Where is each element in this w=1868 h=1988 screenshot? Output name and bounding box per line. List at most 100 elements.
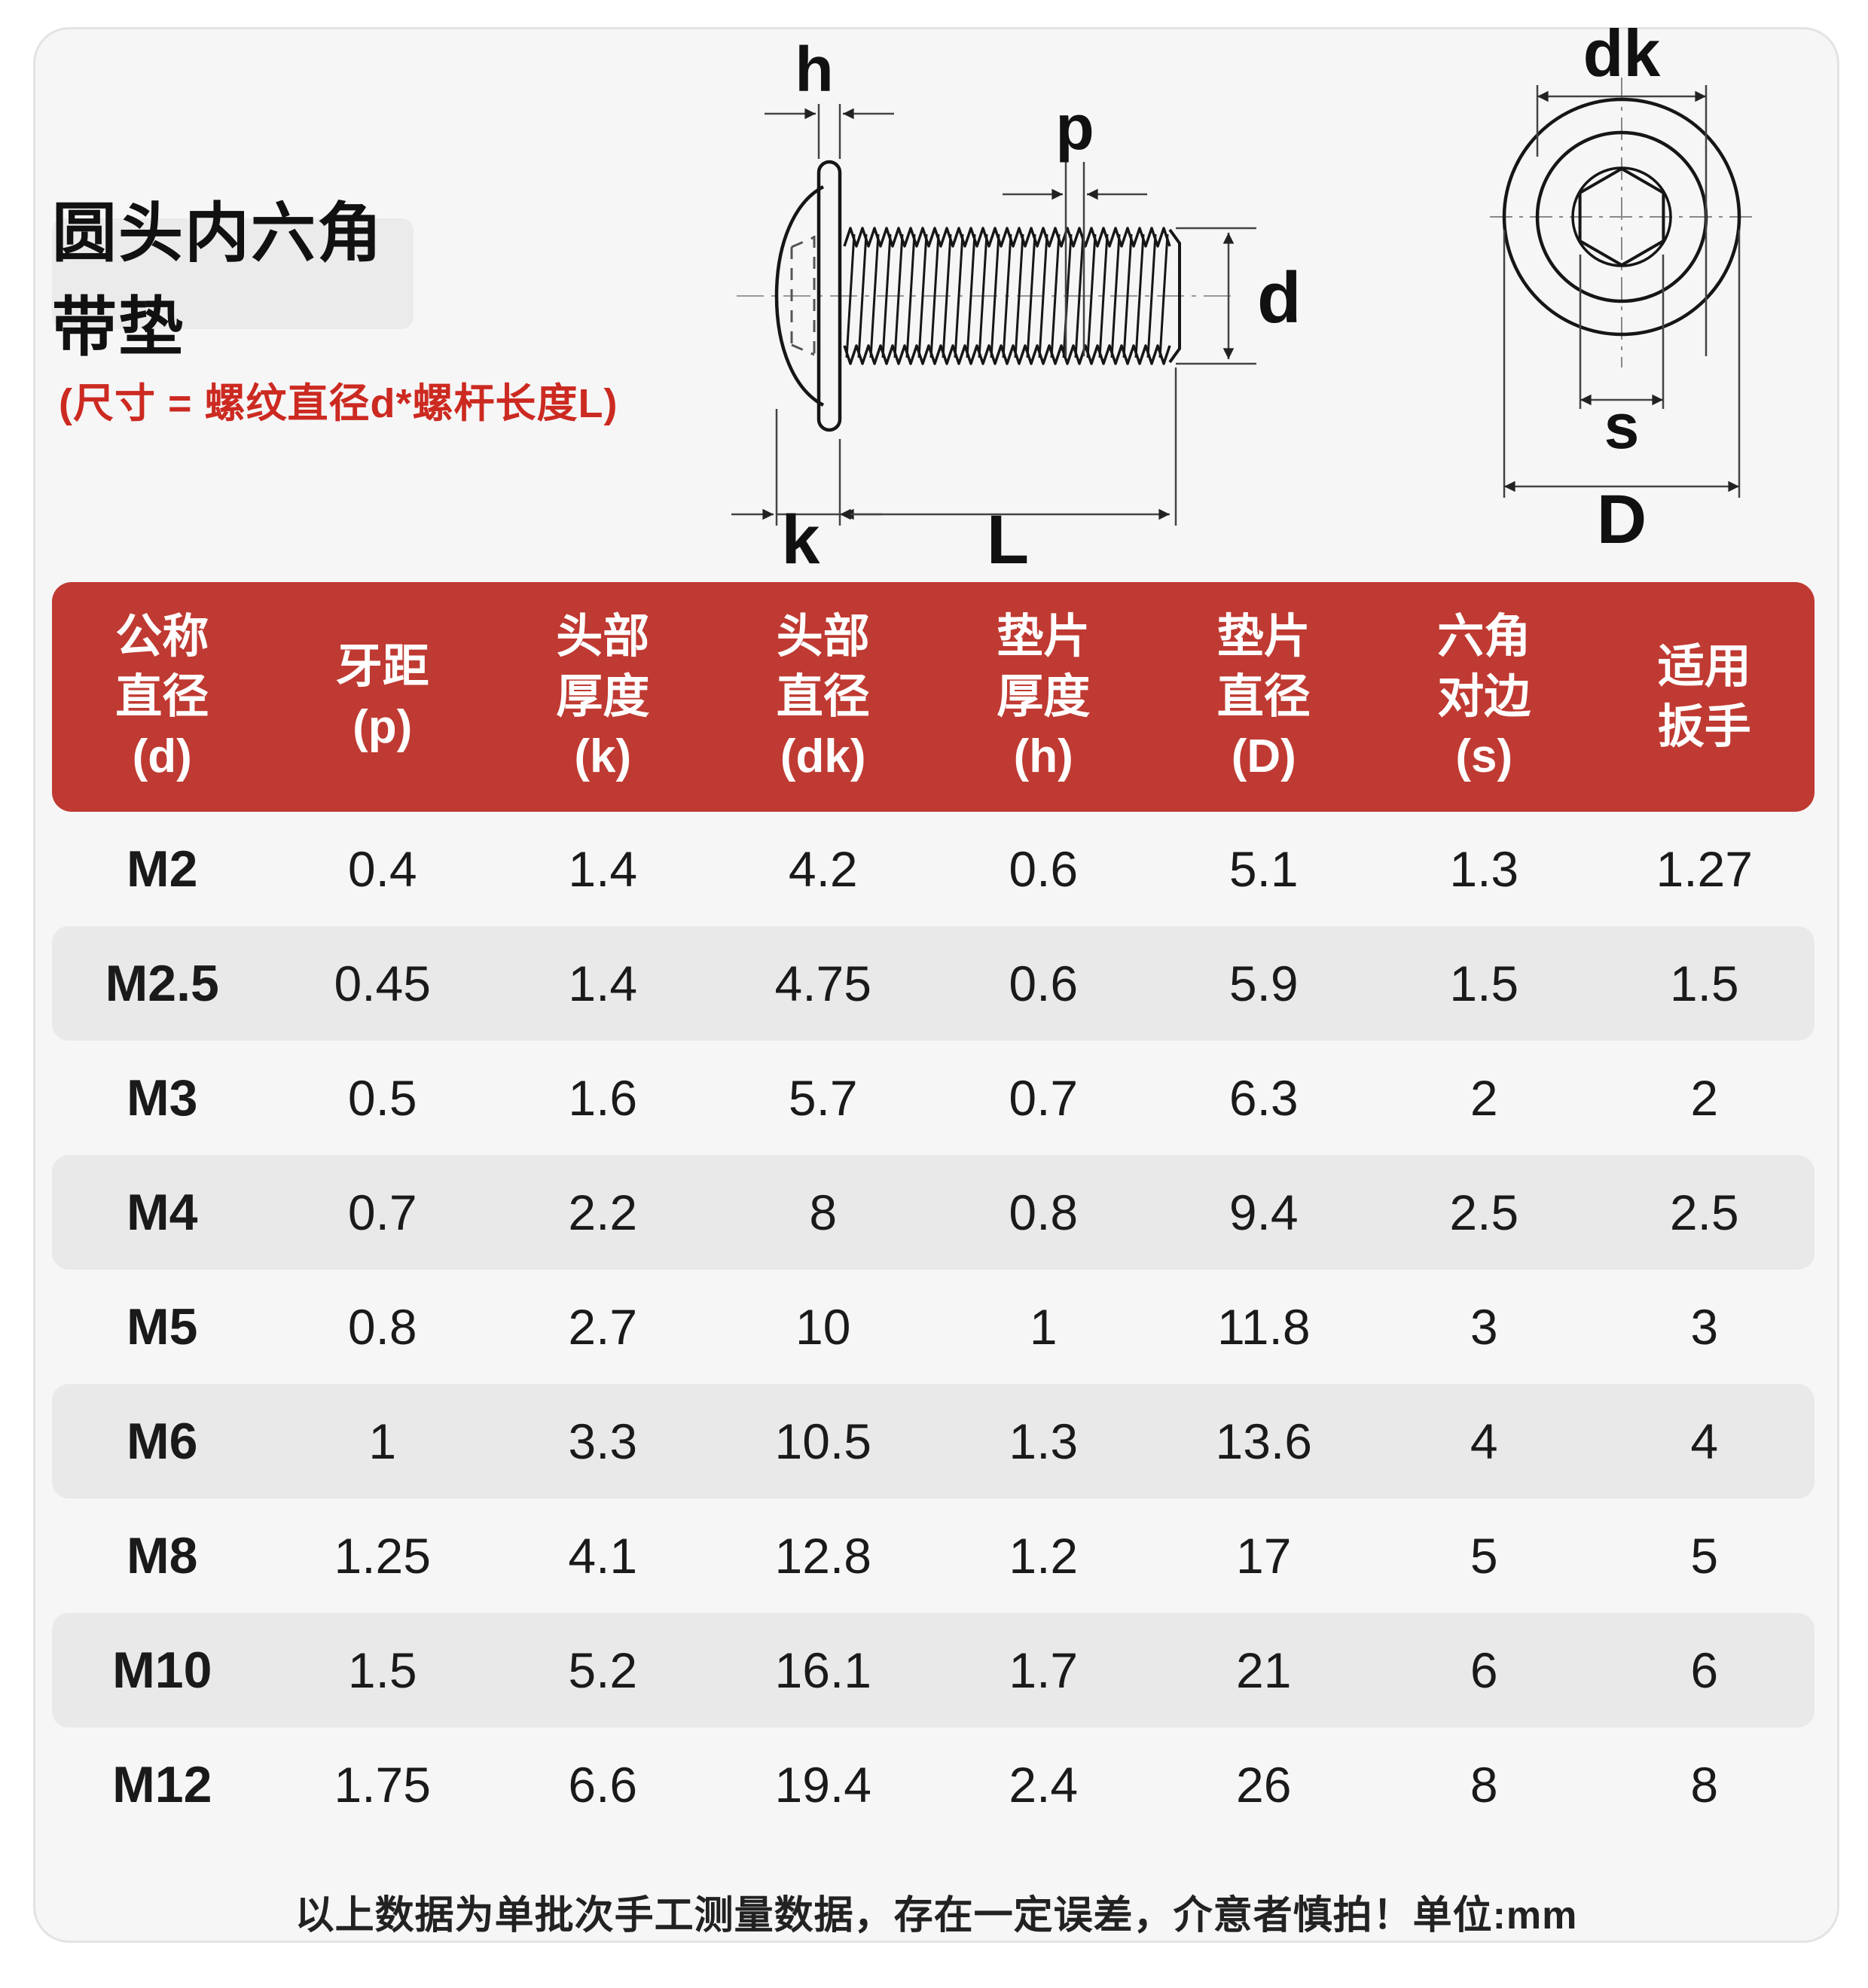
table-row: M8 1.25 4.1 12.8 1.2 17 5 5 xyxy=(52,1499,1815,1613)
shaft-end-chamfer xyxy=(1168,228,1181,364)
spec-cell: 1.3 xyxy=(1009,1413,1079,1469)
spec-cell: 4.2 xyxy=(788,841,858,897)
dimension-s-label: s xyxy=(1604,391,1640,462)
spec-cell: 21 xyxy=(1236,1642,1292,1698)
spec-cell: 3.3 xyxy=(568,1413,638,1469)
spec-cell: 10 xyxy=(795,1299,851,1355)
column-header-p: 牙距 (p) xyxy=(335,641,429,753)
spec-cell: 0.5 xyxy=(347,1070,417,1126)
table-row: M12 1.75 6.6 19.4 2.4 26 8 8 xyxy=(52,1727,1815,1842)
screw-dome-head xyxy=(774,185,825,407)
spec-cell: 6.6 xyxy=(568,1757,638,1813)
spec-cell: 1.75 xyxy=(334,1757,431,1813)
dimension-k-label: k xyxy=(781,502,820,578)
size-formula-note: (尺寸 = 螺纹直径d*螺杆长度L) xyxy=(59,381,618,426)
spec-cell: 17 xyxy=(1236,1528,1292,1584)
product-title-pill: 圆头内六角带垫 xyxy=(52,197,414,364)
spec-cell: 8 xyxy=(809,1185,838,1240)
spec-size-label: M2.5 xyxy=(105,955,219,1012)
spec-cell: 1.25 xyxy=(334,1528,431,1584)
dimension-p-label: p xyxy=(1055,92,1094,163)
dimension-dk-label: dk xyxy=(1583,16,1662,90)
spec-cell: 6.3 xyxy=(1229,1070,1299,1126)
spec-size-label: M5 xyxy=(127,1298,198,1355)
table-header-row: 公称 直径 (d) 牙距 (p) 头部 厚度 (k) 头部 直径 (dk) 垫片… xyxy=(52,582,1815,812)
threaded-shaft xyxy=(843,227,1171,365)
spec-cell: 5 xyxy=(1690,1528,1719,1584)
disclaimer-note: 以上数据为单批次手工测量数据，存在一定误差，介意者慎拍！单位:mm xyxy=(295,1894,1578,1938)
column-header-s: 六角 对边 (s) xyxy=(1437,611,1531,783)
spec-cell: 11.8 xyxy=(1216,1299,1311,1355)
spec-table-body: M2 0.4 1.4 4.2 0.6 5.1 1.3 1.27 M2.5 0.45 1.4 4.75… xyxy=(52,812,1815,1842)
center-lines xyxy=(1490,78,1754,367)
spec-cell: 1.7 xyxy=(1009,1642,1079,1698)
spec-cell: 0.4 xyxy=(347,841,417,897)
spec-cell: 0.7 xyxy=(347,1185,417,1240)
spec-cell: 8 xyxy=(1470,1757,1498,1813)
spec-cell: 1.2 xyxy=(1009,1528,1079,1584)
spec-cell: 0.7 xyxy=(1009,1070,1079,1126)
spec-cell: 0.6 xyxy=(1009,956,1079,1011)
dimension-D-label: D xyxy=(1597,481,1647,558)
spec-cell: 1.27 xyxy=(1656,841,1753,897)
column-header-k: 头部 厚度 (k) xyxy=(556,611,650,783)
product-title: 圆头内六角带垫 xyxy=(52,197,383,364)
spec-cell: 5.7 xyxy=(788,1070,858,1126)
spec-cell: 1 xyxy=(1029,1299,1058,1355)
column-header-wrench: 适用 扳手 xyxy=(1657,641,1751,753)
spec-size-label: M2 xyxy=(127,840,198,898)
spec-cell: 2.7 xyxy=(568,1299,638,1355)
spec-size-label: M10 xyxy=(112,1642,212,1699)
spec-cell: 2.5 xyxy=(1669,1185,1739,1240)
product-spec-card: 圆头内六角带垫 (尺寸 = 螺纹直径d*螺杆长度L) xyxy=(33,16,1839,1943)
spec-cell: 4.75 xyxy=(774,956,871,1011)
spec-cell: 6 xyxy=(1690,1642,1719,1698)
table-row: M10 1.5 5.2 16.1 1.7 21 6 6 xyxy=(52,1613,1815,1727)
hex-socket xyxy=(1578,166,1665,267)
spec-cell: 3 xyxy=(1690,1299,1719,1355)
spec-cell: 2.4 xyxy=(1009,1757,1079,1813)
table-row: M3 0.5 1.6 5.7 0.7 6.3 2 2 xyxy=(52,1041,1815,1155)
spec-cell: 1.3 xyxy=(1449,841,1519,897)
spec-cell: 6 xyxy=(1470,1642,1498,1698)
spec-size-label: M12 xyxy=(112,1756,212,1813)
table-row: M5 0.8 2.7 10 1 11.8 3 3 xyxy=(52,1270,1815,1384)
dimension-s xyxy=(1579,255,1665,409)
spec-cell: 1.4 xyxy=(568,841,638,897)
screw-side-view-diagram: h p d k L xyxy=(731,34,1302,578)
column-header-dk: 头部 直径 (dk) xyxy=(776,611,870,783)
spec-cell: 2.2 xyxy=(568,1185,638,1240)
spec-cell: 0.8 xyxy=(1009,1185,1079,1240)
spec-cell: 2 xyxy=(1470,1070,1498,1126)
spec-cell: 5.2 xyxy=(568,1642,638,1698)
spec-cell: 5 xyxy=(1470,1528,1498,1584)
column-header-h: 垫片 厚度 (h) xyxy=(997,611,1091,783)
spec-cell: 0.45 xyxy=(334,956,431,1011)
spec-cell: 1 xyxy=(368,1413,397,1469)
dimension-L xyxy=(840,367,1177,526)
spec-size-label: M6 xyxy=(127,1413,198,1470)
table-row: M2.5 0.45 1.4 4.75 0.6 5.9 1.5 1.5 xyxy=(52,926,1815,1041)
spec-cell: 4 xyxy=(1690,1413,1719,1469)
spec-cell: 19.4 xyxy=(774,1757,871,1813)
washer-flange xyxy=(816,160,842,432)
spec-cell: 5.9 xyxy=(1229,956,1299,1011)
spec-cell: 9.4 xyxy=(1229,1185,1299,1240)
dimension-D xyxy=(1503,230,1741,498)
spec-cell: 12.8 xyxy=(774,1528,871,1584)
spec-cell: 3 xyxy=(1470,1299,1498,1355)
spec-cell: 4.1 xyxy=(568,1528,638,1584)
spec-cell: 0.8 xyxy=(347,1299,417,1355)
dimension-h-label: h xyxy=(795,34,833,105)
table-row: M4 0.7 2.2 8 0.8 9.4 2.5 2.5 xyxy=(52,1155,1815,1270)
spec-cell: 5.1 xyxy=(1229,841,1299,897)
dimension-dk xyxy=(1536,85,1708,356)
hidden-hex-socket-lines xyxy=(790,236,816,356)
spec-cell: 4 xyxy=(1470,1413,1498,1469)
spec-cell: 10.5 xyxy=(774,1413,871,1469)
spec-cell: 0.6 xyxy=(1009,841,1079,897)
spec-cell: 1.6 xyxy=(568,1070,638,1126)
dimension-h xyxy=(765,104,894,159)
dimension-L-label: L xyxy=(987,502,1029,578)
